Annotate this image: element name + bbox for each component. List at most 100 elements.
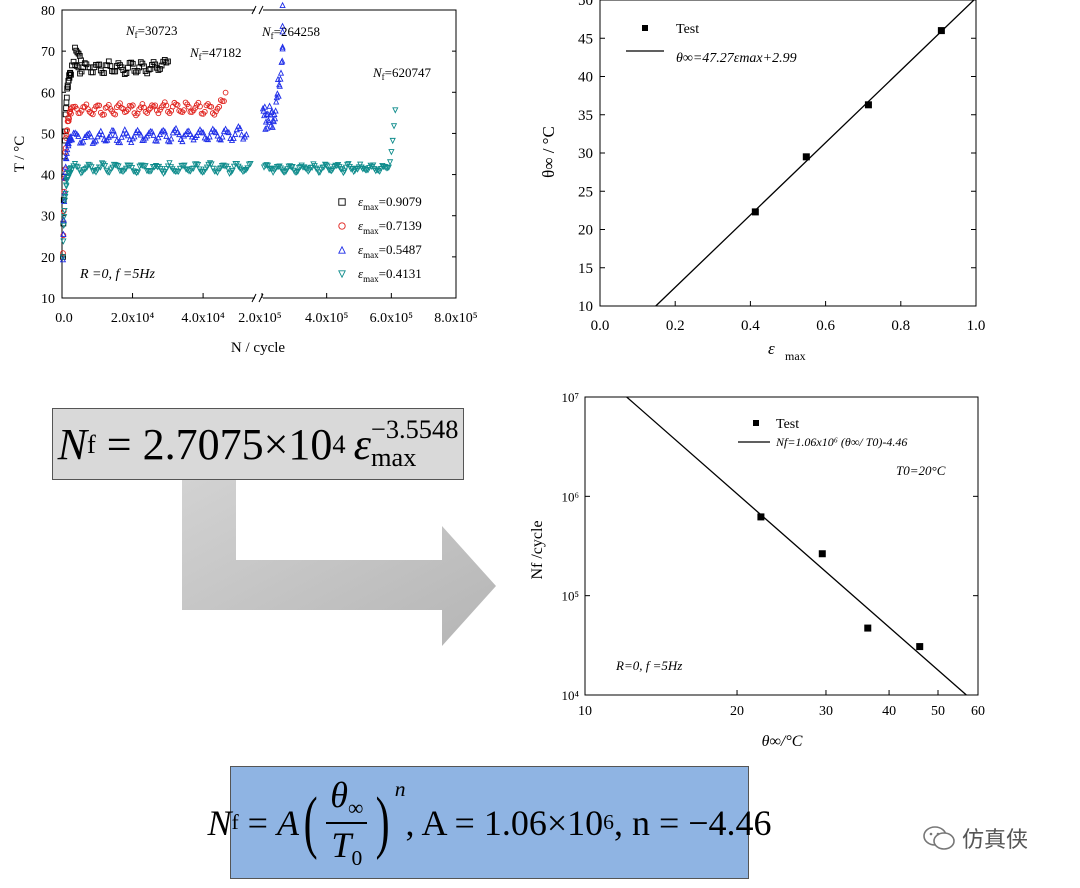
data-point: [122, 165, 130, 173]
chart2-xtick-label: 0.4: [741, 318, 760, 334]
chart3-ytick-label: 10⁴: [561, 688, 579, 703]
f2-num: θ: [330, 775, 348, 816]
data-point: [353, 165, 360, 172]
chart3-legend-test-marker: [753, 420, 759, 426]
data-point: [171, 126, 178, 133]
data-point: [375, 167, 382, 174]
chart2-data-point: [937, 27, 945, 35]
chart3-data-point: [864, 624, 872, 632]
data-point: [230, 134, 237, 141]
chart2-xtick-label: 1.0: [967, 318, 986, 334]
legend-marker: [338, 245, 346, 254]
watermark: 仿真侠: [922, 822, 1028, 854]
data-point: [65, 118, 72, 125]
data-point: [181, 162, 188, 169]
data-point: [129, 135, 136, 142]
life-label: Nf=620747: [372, 65, 432, 82]
data-point: [110, 127, 117, 134]
data-point: [389, 137, 396, 145]
data-point: [113, 162, 121, 170]
data-point: [262, 118, 270, 125]
chart1-ytick-label: 10: [41, 292, 55, 307]
data-point: [229, 167, 236, 175]
data-point: [89, 111, 96, 118]
data-point: [184, 127, 191, 135]
data-point: [115, 60, 122, 66]
chart1-ytick-label: 20: [41, 251, 55, 266]
chart3-data-point: [916, 643, 924, 651]
data-point: [214, 132, 221, 139]
f2-den: T: [331, 824, 352, 865]
chart2-legend-fit: θ∞=47.27εmax+2.99: [676, 51, 797, 66]
data-point: [161, 99, 168, 106]
chart2-ytick-label: 45: [578, 31, 593, 47]
chart2-xtick-label: 0.2: [666, 318, 685, 334]
chart1-ytick-label: 30: [41, 210, 55, 225]
chart1-xtick-label: 4.0x10⁵: [305, 311, 349, 326]
data-point: [124, 131, 132, 139]
data-point: [197, 103, 203, 110]
chart2-ytick-label: 50: [578, 0, 593, 9]
data-point: [61, 189, 68, 196]
chart2-ytick-label: 35: [578, 108, 593, 124]
data-point: [142, 163, 149, 170]
data-point: [88, 69, 95, 76]
data-point: [181, 107, 187, 113]
data-point: [97, 164, 104, 171]
chart3-xlabel: θ∞/°C: [762, 733, 803, 750]
data-point: [272, 107, 279, 114]
data-point: [269, 123, 276, 130]
data-point: [176, 165, 184, 173]
series-1: [60, 89, 229, 256]
chart3-xtick-label: 40: [882, 704, 896, 719]
chart2-xlabel-sub: max: [785, 349, 806, 363]
data-point: [201, 108, 208, 115]
chart3-data-point: [818, 550, 826, 558]
chart2-frame: [599, 0, 977, 307]
data-point: [266, 102, 273, 109]
data-point: [128, 138, 135, 146]
data-point: [168, 135, 175, 142]
data-point: [133, 69, 139, 76]
data-point: [166, 138, 173, 145]
data-point: [74, 164, 82, 171]
data-point: [338, 166, 346, 173]
data-point: [128, 103, 135, 110]
f1-lhs: N: [57, 419, 87, 469]
data-point: [194, 161, 202, 169]
chart3-xtick-label: 20: [730, 704, 744, 719]
legend-label: εmax=0.9079: [358, 194, 422, 212]
data-point: [131, 67, 138, 74]
data-point: [265, 118, 273, 125]
data-point: [63, 105, 69, 111]
legend-label: εmax=0.5487: [358, 242, 422, 260]
data-point: [133, 169, 140, 177]
data-point: [128, 164, 136, 172]
data-point: [116, 138, 124, 146]
data-point: [123, 129, 130, 136]
data-point: [175, 168, 182, 176]
data-point: [163, 59, 170, 66]
series-3: [59, 107, 399, 261]
data-point: [68, 135, 76, 143]
data-point: [189, 109, 195, 115]
data-point: [99, 130, 106, 138]
life-label: Nf=47182: [189, 45, 242, 62]
data-point: [219, 133, 226, 140]
data-point: [384, 165, 391, 172]
data-point: [97, 127, 104, 134]
data-point: [91, 167, 98, 175]
chart2-xtick-label: 0.0: [591, 318, 610, 334]
data-point: [247, 161, 254, 168]
data-point: [60, 216, 67, 223]
data-point: [112, 111, 119, 118]
data-point: [148, 167, 155, 175]
f2-lhs: N: [207, 802, 232, 843]
data-point: [273, 98, 280, 105]
data-point: [96, 61, 103, 68]
data-point: [279, 1, 286, 9]
legend-marker: [338, 198, 346, 206]
f1-eq: = 2.7075×10: [95, 419, 333, 469]
data-point: [179, 163, 187, 170]
